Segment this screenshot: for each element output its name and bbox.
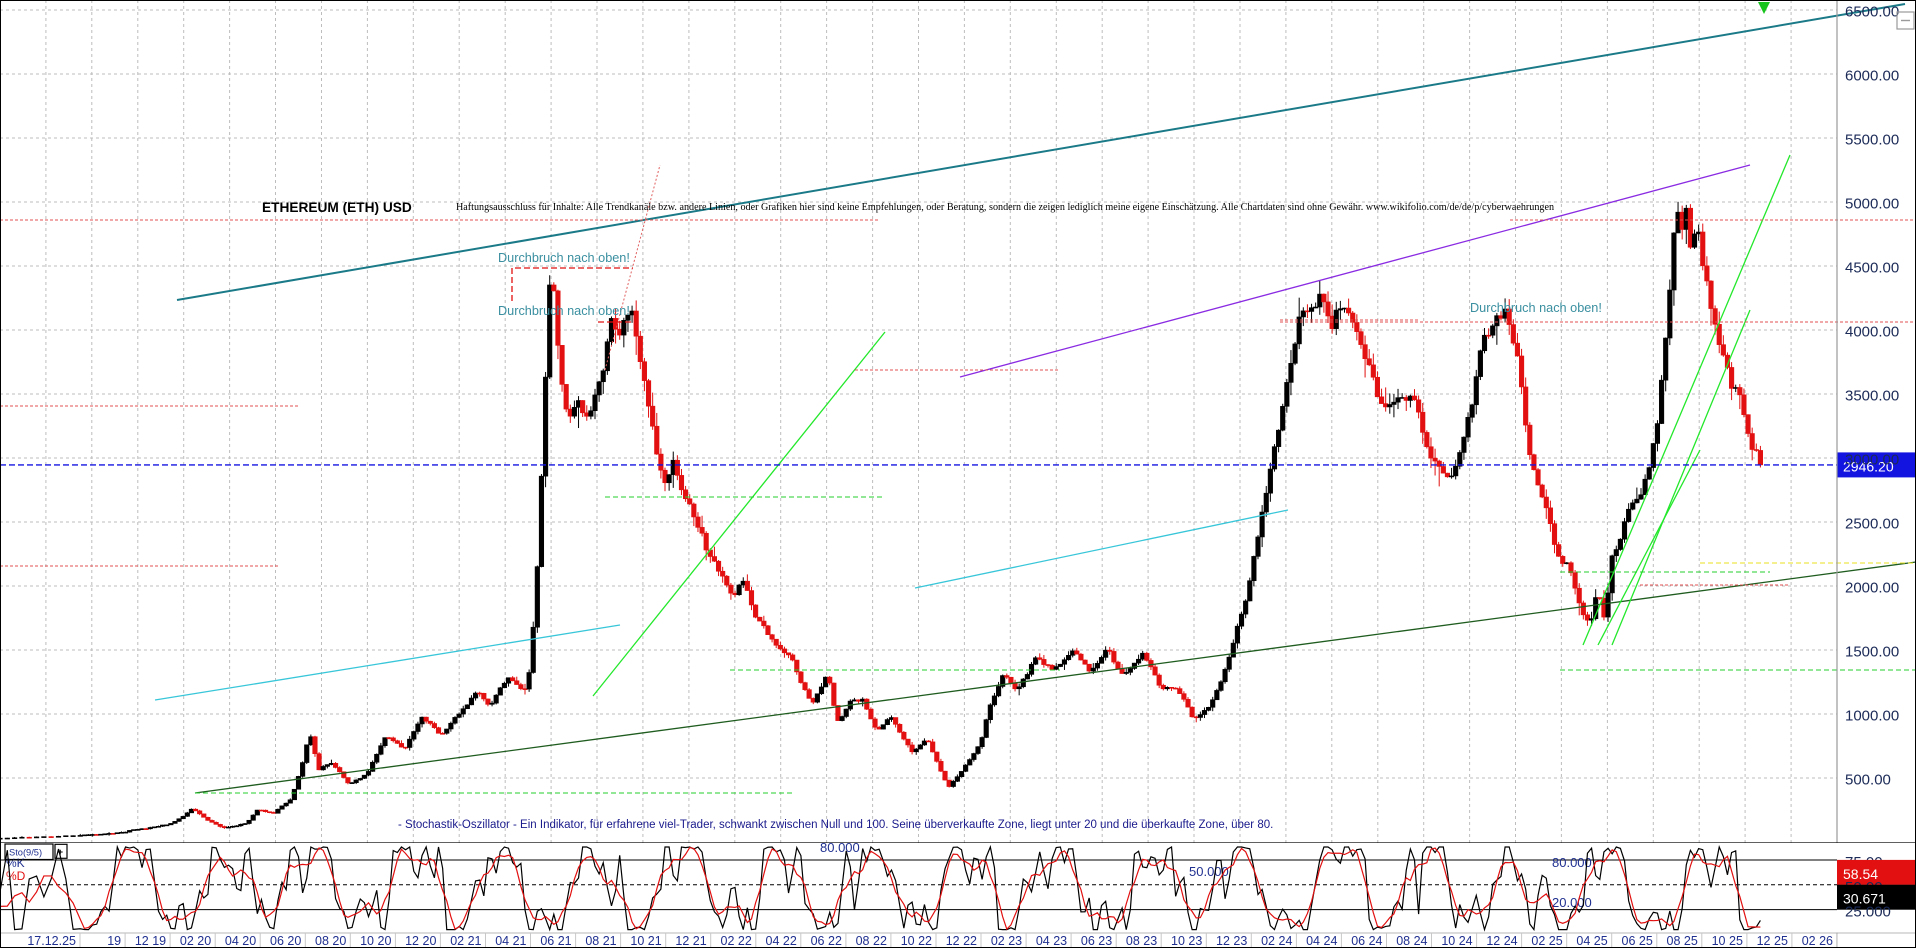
svg-text:06 25: 06 25: [1622, 934, 1653, 948]
svg-text:12 19: 12 19: [135, 934, 166, 948]
svg-text:Haftungsausschluss für Inhalte: Haftungsausschluss für Inhalte: Alle Tre…: [456, 202, 1554, 213]
svg-text:500.00: 500.00: [1845, 772, 1891, 789]
svg-text:12 25: 12 25: [1757, 934, 1788, 948]
svg-text:ETHEREUM (ETH) USD: ETHEREUM (ETH) USD: [262, 200, 412, 215]
svg-text:06 24: 06 24: [1351, 934, 1382, 948]
svg-text:12 23: 12 23: [1216, 934, 1247, 948]
svg-text:Durchbruch nach oben!: Durchbruch nach oben!: [498, 251, 630, 265]
svg-text:10 20: 10 20: [360, 934, 391, 948]
svg-text:10 21: 10 21: [630, 934, 661, 948]
svg-text:08 24: 08 24: [1396, 934, 1427, 948]
svg-text:10 24: 10 24: [1441, 934, 1472, 948]
svg-text:02 25: 02 25: [1531, 934, 1562, 948]
svg-text:02 24: 02 24: [1261, 934, 1292, 948]
svg-text:17.12.25: 17.12.25: [27, 934, 76, 948]
svg-text:04 23: 04 23: [1036, 934, 1067, 948]
svg-text:6500.00: 6500.00: [1845, 4, 1899, 21]
svg-text:10 23: 10 23: [1171, 934, 1202, 948]
svg-text:6000.00: 6000.00: [1845, 68, 1899, 85]
svg-text:25.000: 25.000: [1845, 904, 1891, 921]
svg-text:1500.00: 1500.00: [1845, 644, 1899, 661]
svg-text:Durchbruch nach oben!: Durchbruch nach oben!: [498, 304, 630, 318]
svg-text:4000.00: 4000.00: [1845, 324, 1899, 341]
svg-text:02 23: 02 23: [991, 934, 1022, 948]
svg-text:08 25: 08 25: [1667, 934, 1698, 948]
svg-text:12 21: 12 21: [675, 934, 706, 948]
svg-text:02 20: 02 20: [180, 934, 211, 948]
svg-text:08 22: 08 22: [856, 934, 887, 948]
svg-text:04 24: 04 24: [1306, 934, 1337, 948]
svg-text:Durchbruch nach oben!: Durchbruch nach oben!: [1470, 301, 1602, 315]
svg-text:10 25: 10 25: [1712, 934, 1743, 948]
svg-text:19: 19: [107, 934, 121, 948]
svg-text:06 22: 06 22: [811, 934, 842, 948]
svg-text:04 25: 04 25: [1576, 934, 1607, 948]
svg-text:4500.00: 4500.00: [1845, 260, 1899, 277]
svg-text:12 24: 12 24: [1486, 934, 1517, 948]
svg-text:08 23: 08 23: [1126, 934, 1157, 948]
svg-text:20.000: 20.000: [1552, 895, 1592, 910]
svg-text:08 21: 08 21: [585, 934, 616, 948]
svg-text:12 22: 12 22: [946, 934, 977, 948]
svg-text:06 21: 06 21: [540, 934, 571, 948]
svg-text:5000.00: 5000.00: [1845, 196, 1899, 213]
svg-text:04 21: 04 21: [495, 934, 526, 948]
svg-text:5500.00: 5500.00: [1845, 132, 1899, 149]
svg-text:04 22: 04 22: [766, 934, 797, 948]
svg-text:80.000: 80.000: [820, 840, 860, 855]
svg-text:04 20: 04 20: [225, 934, 256, 948]
svg-text:2500.00: 2500.00: [1845, 516, 1899, 533]
svg-text:- Stochastik-Oszillator - Ein: - Stochastik-Oszillator - Ein Indikator,…: [398, 819, 1273, 831]
svg-text:3000.00: 3000.00: [1845, 452, 1899, 469]
svg-text:02 26: 02 26: [1802, 934, 1833, 948]
svg-text:3500.00: 3500.00: [1845, 388, 1899, 405]
svg-text:02 21: 02 21: [450, 934, 481, 948]
svg-text:06 23: 06 23: [1081, 934, 1112, 948]
svg-text:12 20: 12 20: [405, 934, 436, 948]
svg-text:1000.00: 1000.00: [1845, 708, 1899, 725]
svg-text:02 22: 02 22: [721, 934, 752, 948]
svg-text:06 20: 06 20: [270, 934, 301, 948]
svg-text:08 20: 08 20: [315, 934, 346, 948]
svg-text:2000.00: 2000.00: [1845, 580, 1899, 597]
svg-text:10 22: 10 22: [901, 934, 932, 948]
